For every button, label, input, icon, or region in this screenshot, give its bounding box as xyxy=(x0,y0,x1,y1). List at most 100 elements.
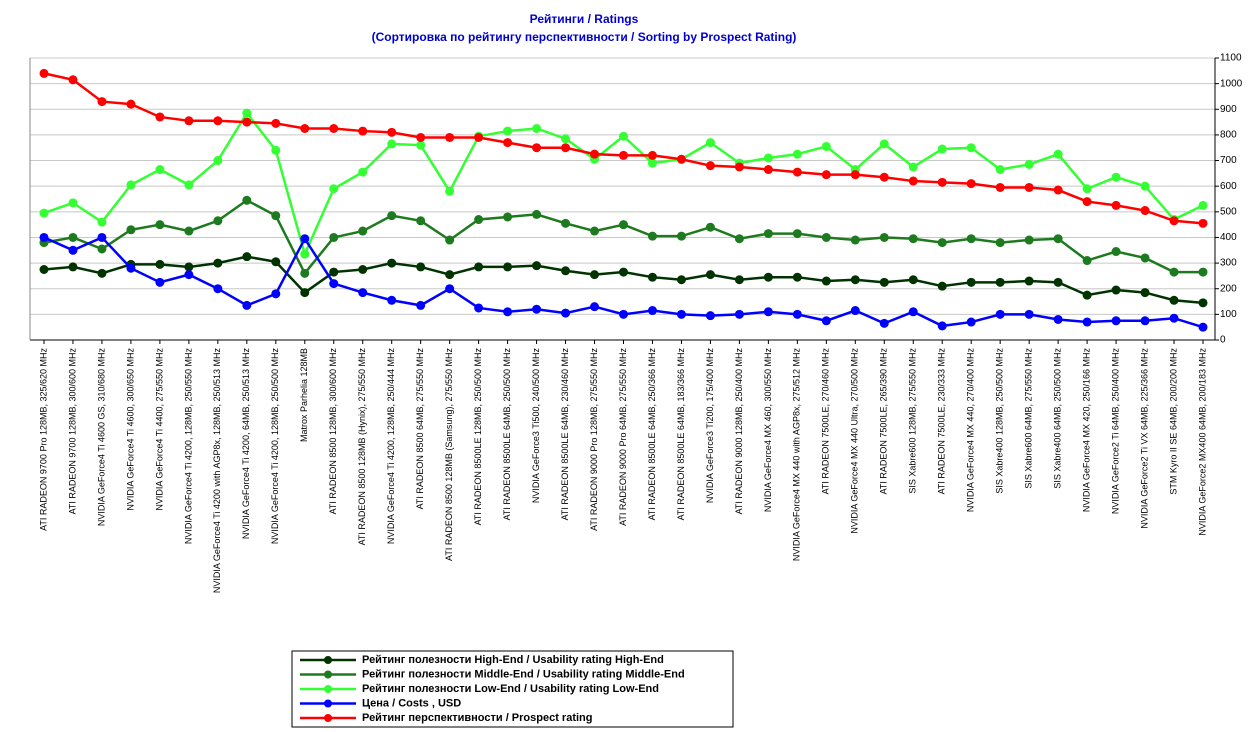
data-point xyxy=(1082,256,1092,266)
data-point xyxy=(300,124,310,133)
data-point xyxy=(966,277,976,287)
data-point xyxy=(358,167,368,177)
data-point xyxy=(1169,267,1179,277)
data-point xyxy=(995,238,1005,248)
data-point xyxy=(155,112,165,122)
data-point xyxy=(705,138,715,148)
data-point xyxy=(1198,322,1208,332)
data-point xyxy=(705,311,715,321)
data-point xyxy=(850,170,860,180)
data-point xyxy=(1053,234,1063,244)
data-point xyxy=(503,307,513,317)
data-point xyxy=(734,234,744,244)
chart-title: Рейтинги / Ratings xyxy=(530,12,639,26)
data-point xyxy=(1024,235,1034,245)
data-point xyxy=(1053,277,1063,287)
y-tick-label: 100 xyxy=(1220,309,1237,320)
data-point xyxy=(329,279,339,289)
data-point xyxy=(676,154,686,164)
data-point xyxy=(1198,298,1208,308)
x-tick-label: SIS Xabre400 128MB, 250/500 MHz xyxy=(995,348,1005,494)
data-point xyxy=(1140,288,1150,298)
data-point xyxy=(39,232,49,242)
data-point xyxy=(300,268,310,278)
data-point xyxy=(763,307,773,317)
data-point xyxy=(1140,206,1150,216)
legend-marker xyxy=(324,699,332,708)
x-tick-label: SIS Xabre600 128MB, 275/550 MHz xyxy=(908,348,918,494)
data-point xyxy=(532,261,542,271)
data-point xyxy=(792,229,802,239)
data-point xyxy=(532,209,542,219)
data-point xyxy=(734,162,744,172)
data-point xyxy=(590,302,600,312)
data-point xyxy=(1082,197,1092,207)
y-tick-label: 1100 xyxy=(1220,53,1242,64)
data-point xyxy=(937,177,947,187)
data-point xyxy=(532,143,542,153)
data-point xyxy=(908,234,918,244)
x-tick-label: ATI RADEON 9700 Pro 128MB, 325/620 MHz xyxy=(38,348,48,531)
legend-marker xyxy=(324,714,332,722)
data-point xyxy=(561,143,571,153)
chart-subtitle: (Сортировка по рейтингу перспективности … xyxy=(372,30,797,44)
data-point xyxy=(126,99,136,109)
x-tick-label: ATI RADEON 8500LE 128MB, 250/500 MHz xyxy=(473,348,483,526)
y-tick-label: 300 xyxy=(1220,258,1237,269)
data-point xyxy=(879,318,889,328)
data-point xyxy=(792,272,802,282)
x-tick-label: NVIDIA GeForce4 MX 440, 270/400 MHz xyxy=(966,348,976,513)
data-point xyxy=(300,249,310,259)
data-point xyxy=(155,220,165,230)
data-point xyxy=(995,165,1005,175)
data-point xyxy=(97,232,107,242)
data-point xyxy=(590,149,600,159)
data-point xyxy=(474,262,484,272)
data-point xyxy=(126,180,136,190)
data-point xyxy=(937,144,947,154)
data-point xyxy=(97,97,107,107)
data-point xyxy=(937,238,947,248)
x-tick-label: NVIDIA GeForce4 MX 460, 300/550 MHz xyxy=(763,348,773,513)
data-point xyxy=(1024,276,1034,286)
data-point xyxy=(271,257,281,267)
x-tick-label: NVIDIA GeForce4 MX 440 with AGP8x, 275/5… xyxy=(792,348,802,562)
data-point xyxy=(184,180,194,190)
x-tick-label: NVIDIA GeForce4 Ti 4600, 300/650 MHz xyxy=(125,348,135,511)
data-point xyxy=(647,150,657,160)
x-tick-label: ATI RADEON 8500LE 64MB, 230/460 MHz xyxy=(560,348,570,521)
x-tick-label: NVIDIA GeForce2 Ti 64MB, 250/400 MHz xyxy=(1110,348,1120,515)
x-tick-label: NVIDIA GeForce3 Ti200, 175/400 MHz xyxy=(705,348,715,504)
data-point xyxy=(387,258,397,268)
data-point xyxy=(242,300,252,310)
data-point xyxy=(503,138,513,148)
data-point xyxy=(445,235,455,245)
data-point xyxy=(995,182,1005,192)
data-point xyxy=(763,272,773,282)
data-point xyxy=(850,275,860,285)
data-point xyxy=(590,270,600,280)
data-point xyxy=(271,145,281,155)
data-point xyxy=(1111,200,1121,210)
data-point xyxy=(68,75,78,85)
data-point xyxy=(1198,218,1208,228)
data-point xyxy=(1169,295,1179,305)
data-point xyxy=(242,117,252,127)
data-point xyxy=(821,170,831,180)
data-point xyxy=(792,149,802,159)
data-point xyxy=(213,156,223,166)
x-tick-label: ATI RADEON 9000 128MB, 250/400 MHz xyxy=(734,348,744,515)
data-point xyxy=(39,208,49,218)
data-point xyxy=(908,275,918,285)
data-point xyxy=(503,126,513,136)
data-point xyxy=(561,134,571,144)
x-tick-label: ATI RADEON 8500 128MB (Samsung), 275/550… xyxy=(444,348,454,561)
data-point xyxy=(213,284,223,294)
data-point xyxy=(532,304,542,314)
x-tick-label: ATI RADEON 8500 128MB, 300/600 MHz xyxy=(328,348,338,515)
x-tick-label: NVIDIA GeForce4 Ti 4200, 64MB, 250/513 M… xyxy=(241,348,251,540)
data-point xyxy=(1111,172,1121,182)
y-tick-label: 900 xyxy=(1220,104,1237,115)
data-point xyxy=(821,232,831,242)
data-point xyxy=(213,116,223,126)
